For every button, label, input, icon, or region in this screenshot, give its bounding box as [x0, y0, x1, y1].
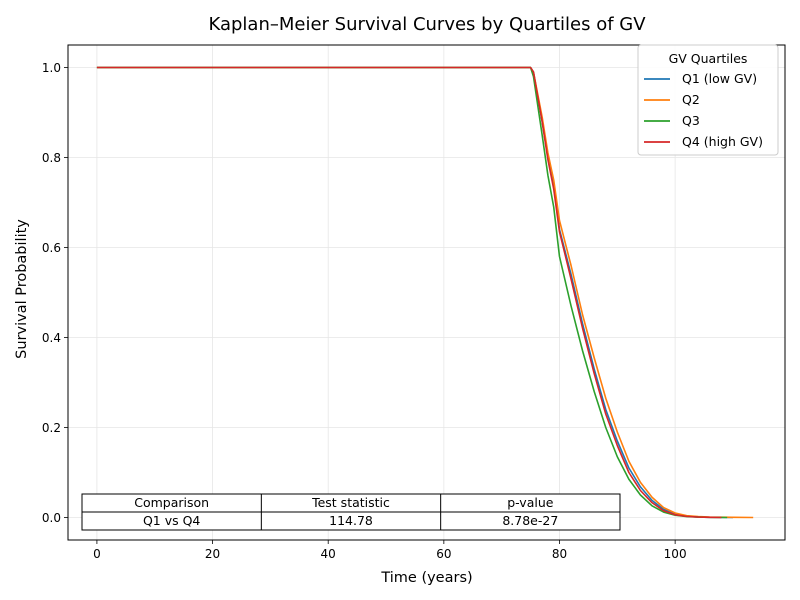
ticks: 0 20 40 60 80 100 0.0 0.2 0.4 0.6 0.8 1.0 — [42, 61, 687, 561]
legend-label: Q3 — [682, 113, 700, 128]
y-tick-label: 0.2 — [42, 421, 61, 435]
legend-label: Q2 — [682, 92, 700, 107]
axes — [67, 44, 786, 541]
x-axis-label: Time (years) — [380, 570, 472, 586]
y-axis-label: Survival Probability — [14, 219, 30, 359]
x-tick-label: 80 — [552, 547, 567, 561]
series-lines — [96, 66, 754, 519]
series-line-q4 — [96, 66, 722, 519]
x-tick-label: 0 — [93, 547, 101, 561]
x-tick-label: 40 — [321, 547, 336, 561]
legend-title: GV Quartiles — [669, 51, 748, 66]
legend-box — [637, 44, 779, 156]
y-tick-label: 0.4 — [42, 331, 61, 345]
y-tick-label: 1.0 — [42, 61, 61, 75]
chart-title: Kaplan–Meier Survival Curves by Quartile… — [208, 14, 646, 35]
legend-label: Q4 (high GV) — [682, 134, 763, 149]
x-tick-label: 20 — [205, 547, 220, 561]
legend: GV Quartiles Q1 (low GV) Q2 Q3 Q4 (high GV) — [637, 44, 779, 156]
y-tick-label: 0.6 — [42, 241, 61, 255]
y-tick-label: 0.0 — [42, 511, 61, 525]
x-tick-label: 60 — [436, 547, 451, 561]
x-tick-label: 100 — [664, 547, 687, 561]
table-cell: Q1 vs Q4 — [143, 513, 200, 528]
table-header-cell: Test statistic — [311, 495, 390, 510]
series-line-q3 — [96, 66, 728, 519]
y-tick-label: 0.8 — [42, 151, 61, 165]
table-cell: 8.78e-27 — [502, 513, 558, 528]
table-header-cell: p-value — [507, 495, 554, 510]
plot-frame — [67, 44, 786, 541]
table-header-cell: Comparison — [134, 495, 209, 510]
stats-table: Comparison Test statistic p-value Q1 vs Q4 1… — [81, 493, 621, 531]
legend-label: Q1 (low GV) — [682, 71, 757, 86]
table-cell: 114.78 — [329, 513, 373, 528]
